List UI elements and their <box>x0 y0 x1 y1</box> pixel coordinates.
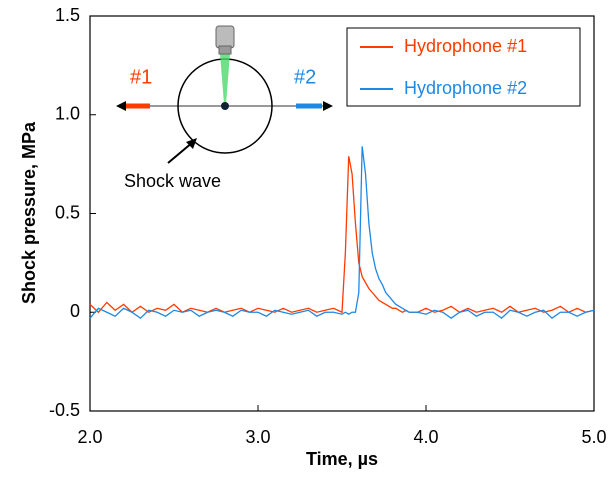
annotation: #1 <box>130 66 152 88</box>
x-tick-label: 3.0 <box>245 427 270 447</box>
objective <box>215 25 235 49</box>
annotation: #2 <box>294 66 316 88</box>
series-line <box>89 146 595 320</box>
y-tick-label: 0.5 <box>55 202 80 222</box>
laser-beam <box>220 54 230 104</box>
legend-label: Hydrophone #2 <box>404 78 527 98</box>
y-tick-label: -0.5 <box>49 400 80 420</box>
x-tick-label: 2.0 <box>77 427 102 447</box>
arrow-head <box>116 101 126 111</box>
arrow-head <box>323 101 333 111</box>
x-axis-label: Time, µs <box>306 449 378 469</box>
legend-box <box>346 27 581 107</box>
inset-diagram: #1 #2 Shock wave <box>116 25 333 191</box>
series-line <box>89 156 595 314</box>
y-tick-label: 0 <box>70 301 80 321</box>
objective-tip <box>218 45 232 55</box>
x-tick-label: 5.0 <box>581 427 606 447</box>
pointer-head <box>186 138 197 149</box>
pointer-line <box>167 141 194 164</box>
y-axis-label: Shock pressure, MPa <box>19 121 39 304</box>
x-tick-label: 4.0 <box>413 427 438 447</box>
y-tick-label: 1.5 <box>55 5 80 25</box>
legend-label: Hydrophone #1 <box>404 36 527 56</box>
annotation: Shock wave <box>124 171 221 191</box>
bubble <box>221 102 229 110</box>
y-tick-label: 1.0 <box>55 104 80 124</box>
